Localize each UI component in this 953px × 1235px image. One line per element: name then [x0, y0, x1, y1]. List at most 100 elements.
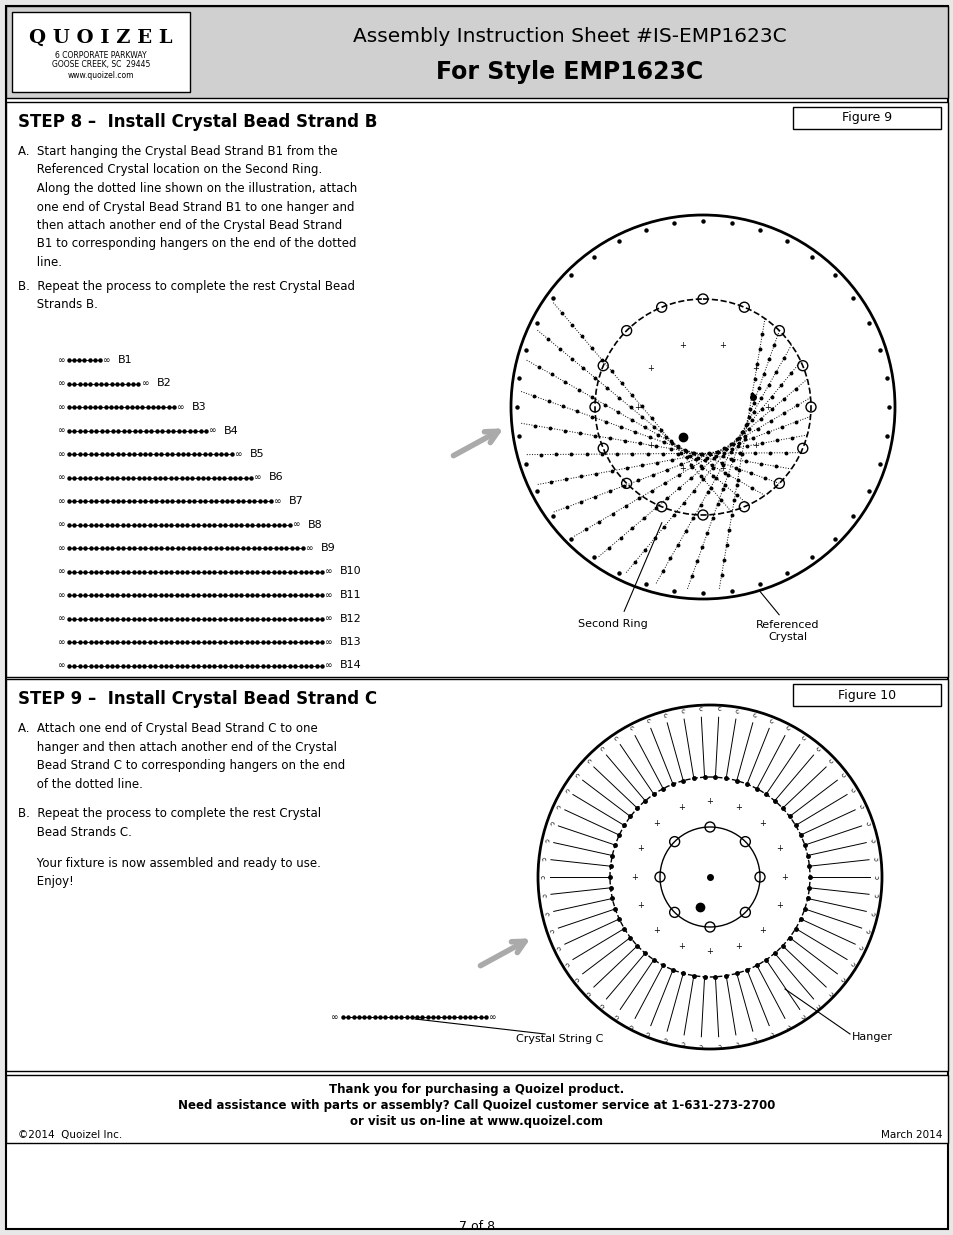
Text: or visit us on-line at www.quoizel.com: or visit us on-line at www.quoizel.com — [350, 1114, 603, 1128]
FancyBboxPatch shape — [12, 12, 190, 91]
Text: c: c — [815, 746, 821, 752]
Text: c: c — [539, 893, 546, 898]
Text: +: + — [634, 403, 640, 411]
Text: c: c — [864, 820, 872, 826]
Text: For Style EMP1623C: For Style EMP1623C — [436, 61, 703, 84]
Text: ∞: ∞ — [58, 543, 66, 552]
Text: ∞: ∞ — [58, 450, 66, 458]
Text: A.  Start hanging the Crystal Bead Strand B1 from the
     Referenced Crystal lo: A. Start hanging the Crystal Bead Strand… — [18, 144, 356, 269]
Text: c: c — [768, 1030, 774, 1036]
Text: c: c — [827, 758, 835, 764]
Text: STEP 8 –  Install Crystal Bead Strand B: STEP 8 – Install Crystal Bead Strand B — [18, 112, 377, 131]
Text: ∞: ∞ — [58, 426, 66, 435]
Text: c: c — [612, 735, 618, 741]
Text: B13: B13 — [339, 637, 361, 647]
Text: GOOSE CREEK, SC  29445: GOOSE CREEK, SC 29445 — [51, 61, 150, 69]
Text: c: c — [699, 1041, 702, 1047]
Text: c: c — [874, 876, 880, 879]
Text: ∞: ∞ — [58, 567, 66, 576]
Text: +: + — [759, 925, 765, 935]
Text: +: + — [706, 798, 713, 806]
Text: B12: B12 — [339, 614, 361, 624]
Text: c: c — [584, 758, 591, 764]
Text: Assembly Instruction Sheet #IS-EMP1623C: Assembly Instruction Sheet #IS-EMP1623C — [353, 27, 786, 47]
Text: +: + — [751, 441, 759, 450]
Text: +: + — [653, 820, 659, 829]
Text: c: c — [784, 1021, 791, 1029]
Text: +: + — [719, 464, 726, 473]
Text: +: + — [735, 803, 741, 813]
Text: c: c — [815, 1002, 821, 1009]
Text: c: c — [542, 910, 549, 915]
Text: c: c — [542, 839, 549, 844]
Text: ∞: ∞ — [331, 1013, 338, 1021]
Text: +: + — [751, 364, 759, 373]
FancyBboxPatch shape — [6, 679, 947, 1071]
Text: ∞: ∞ — [58, 661, 66, 671]
Text: Figure 10: Figure 10 — [837, 688, 895, 701]
Text: c: c — [679, 1040, 684, 1046]
Text: c: c — [554, 804, 560, 809]
Text: B8: B8 — [308, 520, 322, 530]
Text: c: c — [627, 725, 634, 732]
FancyBboxPatch shape — [792, 684, 940, 706]
Text: B10: B10 — [339, 567, 361, 577]
Text: c: c — [627, 1021, 634, 1029]
Text: +: + — [759, 820, 765, 829]
Text: c: c — [801, 1013, 807, 1020]
Text: c: c — [734, 708, 739, 715]
Text: c: c — [858, 804, 865, 809]
Text: c: c — [752, 1035, 757, 1042]
Text: c: c — [644, 1030, 650, 1036]
Text: Figure 9: Figure 9 — [841, 111, 891, 125]
Text: +: + — [719, 341, 726, 350]
Text: ∞: ∞ — [58, 520, 66, 529]
Text: B1: B1 — [118, 354, 132, 366]
Text: c: c — [538, 876, 544, 879]
Text: c: c — [768, 718, 774, 725]
Text: c: c — [644, 718, 650, 725]
Text: c: c — [572, 976, 579, 982]
FancyBboxPatch shape — [792, 107, 940, 128]
Text: ∞: ∞ — [325, 567, 333, 576]
Text: ∞: ∞ — [58, 356, 66, 364]
Text: ∞: ∞ — [325, 590, 333, 599]
Text: ∞: ∞ — [58, 379, 66, 388]
Text: ∞: ∞ — [209, 426, 216, 435]
Text: c: c — [539, 857, 546, 861]
Text: B3: B3 — [192, 403, 207, 412]
Text: Your fixture is now assembled and ready to use.
     Enjoy!: Your fixture is now assembled and ready … — [18, 857, 320, 888]
Text: B14: B14 — [339, 661, 361, 671]
Text: Thank you for purchasing a Quoizel product.: Thank you for purchasing a Quoizel produ… — [329, 1083, 624, 1095]
Text: B5: B5 — [250, 450, 264, 459]
Text: +: + — [653, 925, 659, 935]
Text: ∞: ∞ — [103, 356, 111, 364]
Text: c: c — [864, 927, 872, 934]
Text: +: + — [775, 902, 781, 910]
Text: c: c — [547, 820, 554, 826]
Text: +: + — [646, 441, 653, 450]
Text: +: + — [775, 844, 781, 853]
Text: +: + — [646, 364, 653, 373]
Text: c: c — [612, 1013, 618, 1020]
Text: +: + — [631, 872, 638, 882]
Text: ©2014  Quoizel Inc.: ©2014 Quoizel Inc. — [18, 1130, 122, 1140]
Text: +: + — [637, 844, 643, 853]
Text: c: c — [858, 945, 865, 951]
Text: c: c — [734, 1040, 739, 1046]
Text: +: + — [679, 341, 685, 350]
Text: ∞: ∞ — [325, 661, 333, 671]
Text: c: c — [717, 1041, 720, 1047]
Text: Second Ring: Second Ring — [578, 619, 647, 629]
Text: ∞: ∞ — [58, 473, 66, 482]
Text: ∞: ∞ — [58, 496, 66, 505]
Text: ∞: ∞ — [489, 1013, 497, 1021]
Text: c: c — [873, 893, 880, 898]
Text: c: c — [584, 989, 591, 995]
FancyBboxPatch shape — [6, 6, 947, 1229]
FancyBboxPatch shape — [6, 1074, 947, 1144]
Text: Referenced
Crystal: Referenced Crystal — [756, 620, 819, 642]
Text: Q U O I Z E L: Q U O I Z E L — [30, 28, 172, 47]
Text: c: c — [562, 787, 569, 794]
Text: ∞: ∞ — [254, 473, 262, 482]
